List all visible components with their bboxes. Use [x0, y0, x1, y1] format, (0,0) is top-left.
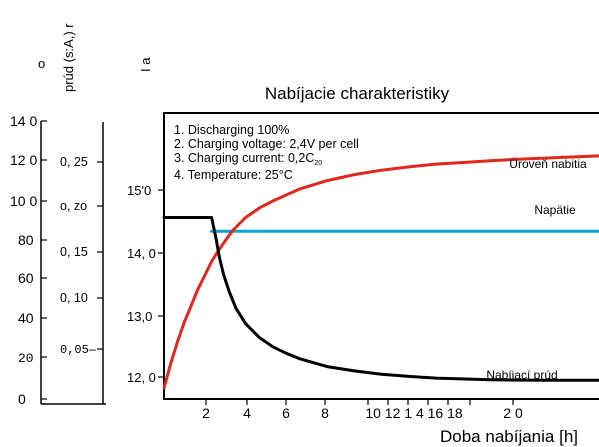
- x-axis-title: Doba nabíjania [h]: [440, 427, 578, 446]
- condition-4: 4. Temperature: 25°C: [174, 168, 293, 182]
- series-group: [162, 154, 599, 390]
- charge-tick-label: 10 0: [10, 193, 37, 209]
- x-tick-label: 2 0: [503, 405, 523, 421]
- condition-2: 2. Charging voltage: 2,4V per cell: [174, 137, 359, 151]
- ticks-current: 0, 25 o, zo 0, 15 0, 10 0,05—: [60, 155, 103, 357]
- axis-title-charge-level: o: [38, 56, 45, 71]
- series-label-charge-level: Úroveň nabitia: [509, 156, 587, 171]
- x-tick-label: 2: [202, 405, 210, 421]
- charge-tick-label: 12 0: [10, 152, 37, 168]
- x-tick-label: 10 12 1 4 16 18: [365, 405, 463, 421]
- x-axis-ticks: 2 4 6 8 10 12 1 4 16 18 2 0: [202, 399, 523, 421]
- condition-3-subscript: 20: [314, 160, 322, 167]
- voltage-tick-label: 15'0: [127, 183, 151, 198]
- charge-tick-label: 20: [18, 351, 34, 366]
- charge-tick-label: 40: [18, 310, 34, 326]
- y-axis-voltage: I a 15'0 14, 0 13,0 12, 0: [127, 57, 164, 385]
- charge-tick-label: 14 0: [10, 113, 37, 129]
- plot-frame: [163, 112, 599, 400]
- x-tick-label: 4: [243, 405, 251, 421]
- current-tick-label: 0, 15: [60, 245, 88, 259]
- current-tick-label: 0, 10: [60, 291, 88, 305]
- series-label-voltage: Napätie: [534, 203, 576, 217]
- condition-3-text: 3. Charging current: 0,2C: [174, 151, 314, 165]
- y-axis-current: prúd (s:A,) r 0, 25 o, zo 0, 15 0, 10 0,05—: [60, 23, 104, 404]
- voltage-tick-label: 13,0: [127, 309, 152, 324]
- y-axis-charge-level: o 14 0 12 0 10 0 80 60 40 20 0: [10, 56, 106, 407]
- voltage-tick-label: 12, 0: [127, 370, 156, 385]
- charge-tick-label: 0: [18, 391, 26, 407]
- series-label-charging-current: Nabíjací prúd: [486, 368, 557, 382]
- current-tick-label: 0, 25: [60, 155, 88, 169]
- chart-title: Nabíjacie charakteristiky: [265, 84, 450, 103]
- condition-1: 1. Discharging 100%: [174, 123, 289, 137]
- axis-title-current: prúd (s:A,) r: [61, 23, 76, 92]
- current-tick-label: 0,05—: [60, 343, 97, 357]
- test-conditions: 1. Discharging 100% 2. Charging voltage:…: [174, 123, 359, 182]
- series-line-2: [162, 216, 599, 382]
- charge-tick-label: 60: [18, 270, 34, 286]
- charge-tick-label: 80: [18, 232, 34, 248]
- ticks-charge-level: 14 0 12 0 10 0 80 60 40 20 0: [10, 113, 47, 407]
- axis-title-voltage: I a: [138, 57, 153, 72]
- x-tick-label: 8: [321, 405, 329, 421]
- condition-3: 3. Charging current: 0,2C20: [174, 151, 322, 167]
- x-tick-label: 6: [282, 405, 290, 421]
- current-tick-label: o, zo: [60, 199, 87, 213]
- voltage-tick-label: 14, 0: [127, 246, 156, 261]
- ticks-voltage: 15'0 14, 0 13,0 12, 0: [127, 183, 164, 385]
- series-line-0: [162, 154, 599, 390]
